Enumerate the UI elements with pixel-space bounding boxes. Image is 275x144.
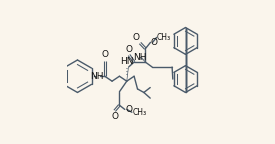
Text: O: O [151, 38, 158, 47]
Text: O: O [132, 33, 139, 42]
Text: O: O [101, 50, 108, 59]
Text: NH: NH [90, 72, 104, 81]
Text: CH₃: CH₃ [132, 108, 146, 117]
Text: CH₃: CH₃ [157, 33, 171, 42]
Text: NH: NH [133, 53, 147, 62]
Text: O: O [125, 45, 133, 54]
Text: O: O [125, 105, 133, 114]
Text: O: O [111, 112, 118, 121]
Text: HN: HN [120, 57, 134, 66]
